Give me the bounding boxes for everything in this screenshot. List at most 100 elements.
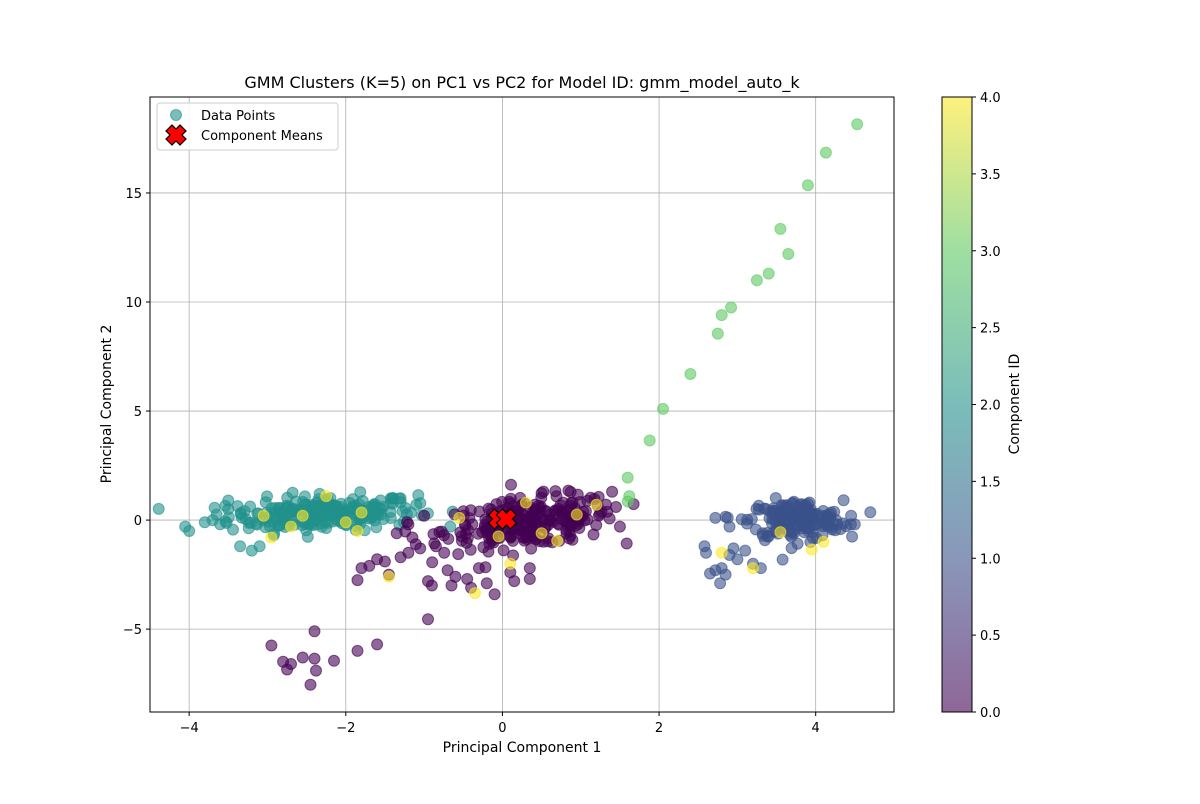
legend-box	[156, 102, 339, 151]
data-point	[555, 513, 568, 526]
data-point	[700, 546, 712, 559]
colorbar-tick-label: 4.0	[980, 91, 1001, 106]
colorbar-tick-label: 1.5	[980, 475, 1001, 490]
data-point	[590, 498, 603, 511]
data-point	[709, 511, 722, 524]
y-axis-ticks: −5 0 5 10 15	[123, 187, 150, 638]
data-point	[469, 587, 481, 600]
data-point	[253, 540, 266, 553]
data-point	[727, 542, 740, 555]
data-point	[285, 658, 297, 670]
data-point	[613, 520, 626, 533]
colorbar-tick-label: 0.5	[980, 629, 1001, 644]
data-point	[234, 540, 247, 553]
data-point	[817, 535, 830, 548]
data-point	[363, 559, 376, 572]
data-point	[476, 526, 489, 538]
data-point	[453, 511, 466, 524]
data-point	[354, 486, 367, 499]
colorbar-tick-label: 2.0	[980, 399, 1001, 414]
data-point	[429, 540, 442, 553]
chart-title: GMM Clusters (K=5) on PC1 vs PC2 for Mod…	[244, 73, 800, 93]
data-point	[472, 562, 485, 575]
data-point	[477, 541, 490, 554]
data-point	[497, 544, 510, 557]
data-point	[777, 514, 790, 527]
data-point	[480, 577, 493, 590]
data-point	[523, 573, 536, 585]
data-point	[378, 555, 391, 568]
data-point	[220, 517, 233, 529]
data-point	[846, 530, 859, 543]
data-point	[762, 267, 775, 280]
data-point	[657, 402, 669, 415]
data-point	[328, 654, 340, 667]
data-point	[566, 533, 579, 546]
data-point	[308, 652, 321, 665]
colorbar-tick-label: 3.0	[980, 245, 1001, 260]
data-point	[801, 179, 814, 192]
data-point	[753, 503, 765, 516]
data-point	[711, 327, 724, 340]
y-tick-label: 10	[125, 296, 142, 311]
data-point	[455, 534, 468, 547]
data-point	[519, 496, 532, 509]
data-point	[739, 544, 752, 557]
data-point	[621, 471, 634, 484]
data-point	[351, 574, 364, 587]
data-point	[551, 534, 564, 547]
data-point	[782, 248, 795, 260]
data-point	[265, 639, 278, 652]
data-point	[296, 651, 309, 664]
data-point	[508, 575, 521, 588]
data-point	[785, 542, 798, 555]
colorbar-tick-label: 2.5	[980, 322, 1001, 337]
data-point	[183, 525, 196, 537]
data-point	[570, 508, 583, 521]
data-point	[442, 532, 455, 545]
data-point	[438, 546, 451, 559]
data-point	[787, 495, 800, 508]
data-point	[745, 513, 758, 526]
data-point	[410, 498, 423, 511]
data-point	[848, 518, 861, 531]
data-point	[492, 530, 505, 543]
data-point	[791, 510, 804, 523]
data-point	[382, 570, 395, 583]
y-tick-label: 0	[134, 514, 142, 529]
data-point	[427, 528, 440, 541]
x-axis-ticks: −4 −2 0 2 4	[180, 712, 820, 736]
colorbar-tick-label: 3.5	[980, 168, 1001, 183]
data-point	[466, 518, 479, 531]
data-point	[210, 508, 223, 521]
data-point	[643, 434, 656, 447]
x-tick-label: 4	[812, 721, 820, 736]
data-point	[402, 546, 415, 559]
colorbar-ticks: 0.0 0.5 1.0 1.5 2.0 2.5 3.0 3.5 4.0	[972, 91, 1001, 721]
data-point	[684, 368, 697, 380]
data-point	[270, 512, 283, 525]
grid-lines	[150, 97, 894, 712]
data-point	[504, 557, 517, 570]
data-point	[371, 638, 384, 651]
y-axis-label: Principal Component 2	[99, 325, 115, 484]
data-point	[412, 489, 425, 502]
data-point	[769, 492, 782, 504]
data-point	[355, 506, 368, 519]
data-point	[296, 509, 309, 522]
data-point	[422, 613, 434, 626]
data-point	[152, 502, 165, 515]
data-point	[449, 570, 462, 583]
component-means-layer	[487, 508, 518, 530]
data-points-layer	[152, 118, 877, 691]
data-point	[810, 509, 823, 522]
data-point	[222, 503, 235, 516]
data-point	[715, 309, 728, 322]
legend-data-points-marker	[170, 109, 182, 121]
x-tick-label: 0	[498, 721, 506, 736]
data-point	[523, 562, 536, 575]
data-point	[571, 488, 584, 501]
data-point	[725, 301, 738, 314]
data-point	[719, 568, 732, 581]
